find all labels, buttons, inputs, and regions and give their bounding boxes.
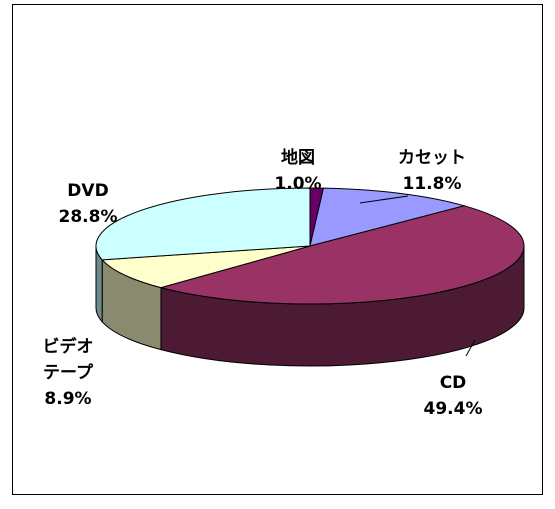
slice-value-3: 8.9%	[44, 389, 91, 409]
slice-name-0: 地図	[281, 147, 315, 168]
slice-value-4: 28.8%	[59, 207, 118, 227]
pie-slice-1	[309, 187, 467, 247]
slice-name-4: DVD	[67, 181, 108, 201]
leader-line-1	[359, 195, 409, 204]
pie-top-faces	[95, 187, 525, 305]
pie-slice-2	[159, 205, 525, 305]
slice-name-3-line-1: テープ	[43, 362, 94, 383]
slice-name-1: カセット	[398, 148, 466, 168]
slice-value-0: 1.0%	[274, 174, 321, 194]
slice-name-3-line-0: ビデオ	[43, 336, 94, 357]
slice-value-1: 11.8%	[403, 174, 462, 194]
pie-slice-4	[95, 187, 311, 261]
leader-lines	[359, 195, 476, 357]
leader-line-2	[465, 339, 476, 357]
slice-name-2: CD	[440, 373, 467, 393]
slice-value-2: 49.4%	[424, 399, 483, 419]
